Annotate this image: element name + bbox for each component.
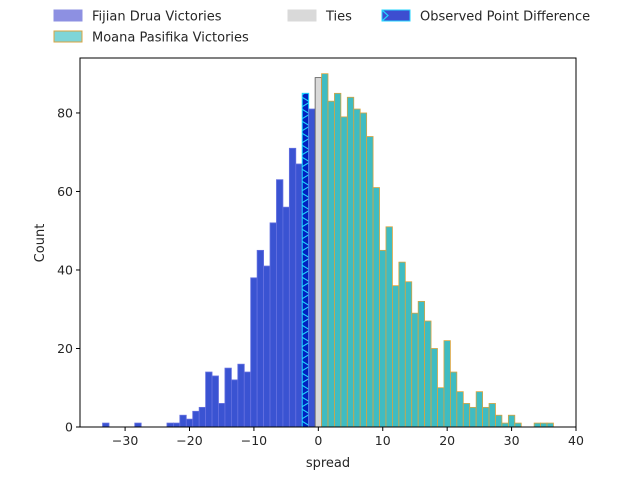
histogram-bar bbox=[205, 371, 213, 428]
histogram-bar bbox=[469, 406, 477, 428]
histogram-bar bbox=[237, 363, 245, 428]
histogram-bar bbox=[462, 403, 471, 428]
histogram-bar bbox=[314, 77, 322, 428]
histogram-bar bbox=[134, 422, 142, 428]
histogram-bar bbox=[250, 277, 258, 428]
x-tick-label: 20 bbox=[439, 433, 455, 448]
x-tick-label: −10 bbox=[241, 433, 267, 448]
histogram-bar bbox=[482, 406, 490, 428]
histogram-bar bbox=[437, 387, 445, 428]
axes bbox=[79, 57, 577, 428]
legend-label: Observed Point Difference bbox=[420, 10, 590, 25]
histogram-bar bbox=[366, 136, 374, 428]
histogram-bar bbox=[514, 422, 522, 428]
histogram-bar bbox=[198, 406, 207, 428]
x-tick-label: 30 bbox=[504, 433, 520, 448]
legend-hatch-mark bbox=[381, 9, 389, 22]
histogram-bar bbox=[308, 108, 316, 428]
histogram-bar bbox=[540, 422, 548, 428]
x-tick-label: 10 bbox=[375, 433, 391, 448]
histogram-bar bbox=[224, 367, 232, 428]
legend-swatch bbox=[381, 9, 411, 22]
histogram-bar bbox=[449, 371, 458, 428]
legend-swatch bbox=[53, 9, 83, 22]
x-tick-label: 0 bbox=[314, 433, 322, 448]
histogram-bar bbox=[404, 281, 413, 428]
histogram-bar bbox=[211, 375, 219, 428]
histogram-bar bbox=[546, 422, 554, 428]
histogram-bar bbox=[417, 300, 426, 428]
legend: Fijian Drua Victories Moana Pasifika Vict… bbox=[53, 9, 590, 46]
plot-frame bbox=[79, 57, 577, 428]
histogram-bar bbox=[288, 147, 297, 428]
legend-item: Ties bbox=[287, 9, 352, 25]
histogram-bar bbox=[102, 422, 110, 428]
y-axis-label: Count bbox=[33, 224, 48, 263]
y-tick-label: 40 bbox=[57, 262, 73, 277]
histogram-bar bbox=[501, 422, 509, 428]
observed-bar bbox=[301, 92, 310, 428]
x-tick-label: −30 bbox=[112, 433, 138, 448]
legend-label: Fijian Drua Victories bbox=[92, 10, 222, 25]
histogram-bar bbox=[488, 403, 496, 428]
histogram-bar bbox=[321, 73, 329, 428]
histogram-bar bbox=[372, 187, 380, 428]
histogram-bar bbox=[334, 92, 342, 428]
histogram-bar bbox=[327, 100, 335, 428]
histogram-bar bbox=[172, 422, 181, 428]
ticks-layer: −30 −20 −10 0 10 20 30 40 0 20 40 60 80 bbox=[57, 105, 584, 448]
histogram-bar bbox=[398, 261, 406, 428]
y-tick-label: 0 bbox=[65, 420, 73, 435]
histogram-bar bbox=[179, 414, 187, 428]
legend-item: Fijian Drua Victories bbox=[53, 9, 222, 25]
legend-label: Ties bbox=[325, 10, 352, 25]
histogram-bar bbox=[443, 340, 451, 428]
histogram-bar bbox=[495, 414, 503, 428]
histogram-bar bbox=[411, 312, 419, 428]
histogram-bar bbox=[533, 422, 541, 428]
histogram-bar bbox=[340, 116, 348, 428]
histogram-bar bbox=[430, 348, 438, 428]
histogram-bar bbox=[185, 418, 194, 428]
legend-label: Moana Pasifika Victories bbox=[92, 31, 249, 46]
histogram-bar bbox=[359, 112, 368, 428]
y-tick-label: 20 bbox=[57, 341, 73, 356]
histogram-bar bbox=[353, 108, 361, 428]
histogram-bar bbox=[392, 285, 400, 428]
histogram-bar bbox=[282, 206, 290, 428]
histogram-bar bbox=[269, 222, 277, 428]
histogram-bar bbox=[192, 410, 200, 428]
histogram-bar bbox=[256, 249, 264, 428]
histogram-bar bbox=[507, 414, 516, 428]
histogram-bar bbox=[424, 320, 432, 428]
histogram-bar bbox=[346, 96, 355, 428]
x-axis-label: spread bbox=[306, 456, 350, 471]
histogram-bar bbox=[166, 422, 174, 428]
legend-item: Moana Pasifika Victories bbox=[53, 30, 249, 46]
histogram-bar bbox=[230, 379, 239, 428]
legend-item: Observed Point Difference bbox=[381, 9, 590, 25]
histogram-bar bbox=[243, 371, 252, 428]
bars-layer bbox=[102, 73, 554, 428]
histogram-bar bbox=[263, 265, 271, 428]
x-tick-label: 40 bbox=[568, 433, 584, 448]
histogram-bar bbox=[295, 163, 303, 428]
histogram-bar bbox=[218, 403, 226, 428]
x-tick-label: −20 bbox=[176, 433, 202, 448]
legend-swatch bbox=[287, 9, 317, 22]
histogram-bar bbox=[276, 179, 284, 428]
histogram-bar bbox=[379, 249, 387, 428]
histogram-bar bbox=[475, 391, 484, 428]
legend-swatch bbox=[53, 30, 83, 43]
y-tick-label: 60 bbox=[57, 184, 73, 199]
histogram-bar bbox=[385, 226, 393, 428]
y-tick-label: 80 bbox=[57, 105, 73, 120]
histogram-bar bbox=[456, 391, 464, 428]
